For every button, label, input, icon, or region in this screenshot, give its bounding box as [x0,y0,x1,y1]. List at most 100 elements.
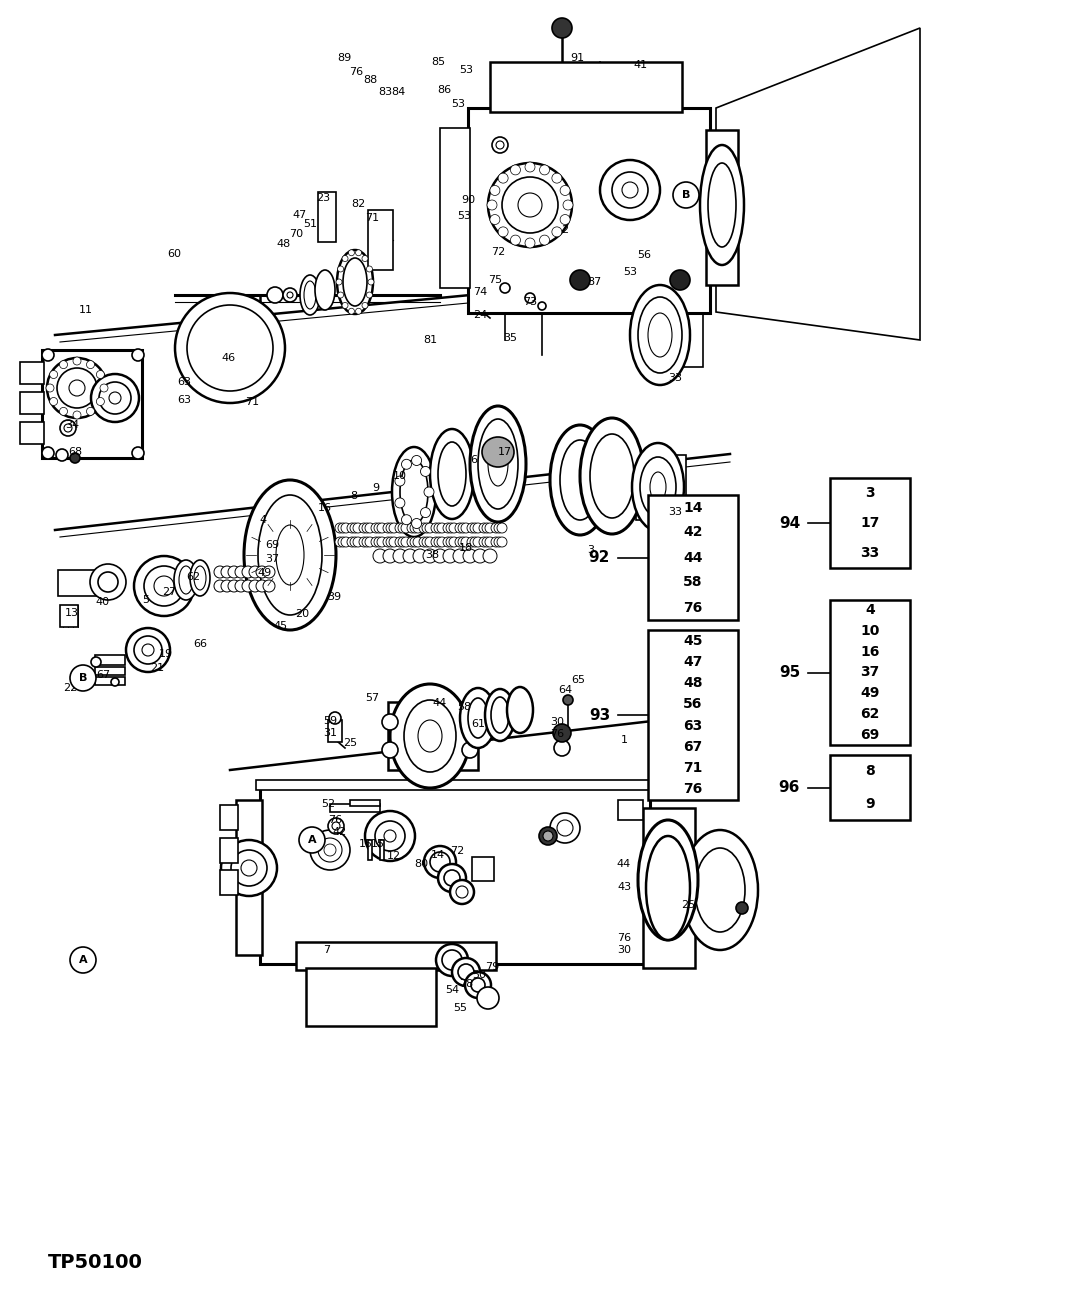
Text: 81: 81 [423,336,437,345]
Text: 17: 17 [498,447,512,458]
Ellipse shape [482,437,514,467]
Ellipse shape [640,458,676,517]
Circle shape [543,831,553,840]
Circle shape [96,371,105,379]
Circle shape [411,519,421,528]
Ellipse shape [276,524,303,585]
Text: 34: 34 [65,420,79,430]
Circle shape [59,408,67,416]
Bar [643,808,696,968]
Circle shape [221,579,233,593]
Circle shape [59,361,67,368]
Text: 88: 88 [363,75,377,85]
Text: 56: 56 [684,697,703,712]
Circle shape [443,538,453,547]
Circle shape [386,523,396,534]
Text: 91: 91 [570,52,584,63]
Text: B: B [79,673,87,683]
Text: A: A [79,954,87,965]
Ellipse shape [418,720,442,753]
Circle shape [372,538,381,547]
Text: 84: 84 [391,87,405,97]
Circle shape [612,172,648,208]
Ellipse shape [300,275,320,315]
Text: 63: 63 [177,378,191,387]
Circle shape [242,566,254,578]
Circle shape [477,987,499,1009]
Circle shape [221,566,233,578]
Text: 4: 4 [259,515,267,524]
Text: 76: 76 [550,729,564,739]
Circle shape [403,549,417,562]
Circle shape [228,566,240,578]
Text: 73: 73 [523,298,537,307]
Text: 61: 61 [471,718,485,729]
Text: 48: 48 [684,676,703,690]
Circle shape [256,579,268,593]
Text: 67: 67 [96,670,110,680]
Circle shape [411,455,421,465]
Circle shape [249,566,261,578]
Text: 7: 7 [323,945,330,954]
Text: 49: 49 [861,686,880,700]
Circle shape [395,476,405,486]
Circle shape [373,549,387,562]
Circle shape [264,579,275,593]
Ellipse shape [638,298,681,374]
Text: 8: 8 [865,764,875,779]
Circle shape [355,308,362,315]
Ellipse shape [258,496,322,615]
Bar [328,720,342,742]
Circle shape [70,454,80,463]
Circle shape [498,173,508,184]
Circle shape [552,18,572,38]
Bar [60,604,78,627]
Circle shape [214,566,226,578]
Circle shape [437,523,447,534]
Circle shape [483,549,497,562]
Circle shape [42,349,54,361]
Text: 14: 14 [684,501,703,514]
Circle shape [422,538,432,547]
Circle shape [362,303,368,308]
Text: 9: 9 [865,797,875,810]
Circle shape [443,523,453,534]
Circle shape [368,279,374,284]
Circle shape [329,712,341,724]
Circle shape [228,579,240,593]
Ellipse shape [648,313,672,357]
Bar [648,631,738,800]
Text: 1: 1 [621,735,627,745]
Circle shape [57,368,97,408]
Text: 85: 85 [431,56,445,67]
Text: 68: 68 [68,447,82,458]
Bar [220,871,238,895]
Text: 76: 76 [349,67,363,77]
Text: 43: 43 [617,882,631,891]
Circle shape [482,523,492,534]
Circle shape [498,227,508,237]
Text: 87: 87 [586,277,602,287]
Text: 78: 78 [459,979,473,988]
Text: 69: 69 [861,728,879,742]
Circle shape [473,549,487,562]
Circle shape [561,185,570,195]
Bar [42,350,141,458]
Text: 38: 38 [424,551,440,560]
Circle shape [134,556,194,616]
Circle shape [490,185,500,195]
Text: 12: 12 [387,851,401,861]
Circle shape [446,538,456,547]
Text: 44: 44 [433,697,447,708]
Text: 27: 27 [162,587,176,597]
Bar [831,600,910,745]
Bar [21,392,44,414]
Ellipse shape [696,848,745,932]
Text: 89: 89 [337,52,351,63]
Circle shape [349,250,354,256]
Text: 59: 59 [323,716,337,726]
Bar [260,788,650,964]
Bar [636,455,686,520]
Circle shape [563,201,573,210]
Circle shape [540,235,550,245]
